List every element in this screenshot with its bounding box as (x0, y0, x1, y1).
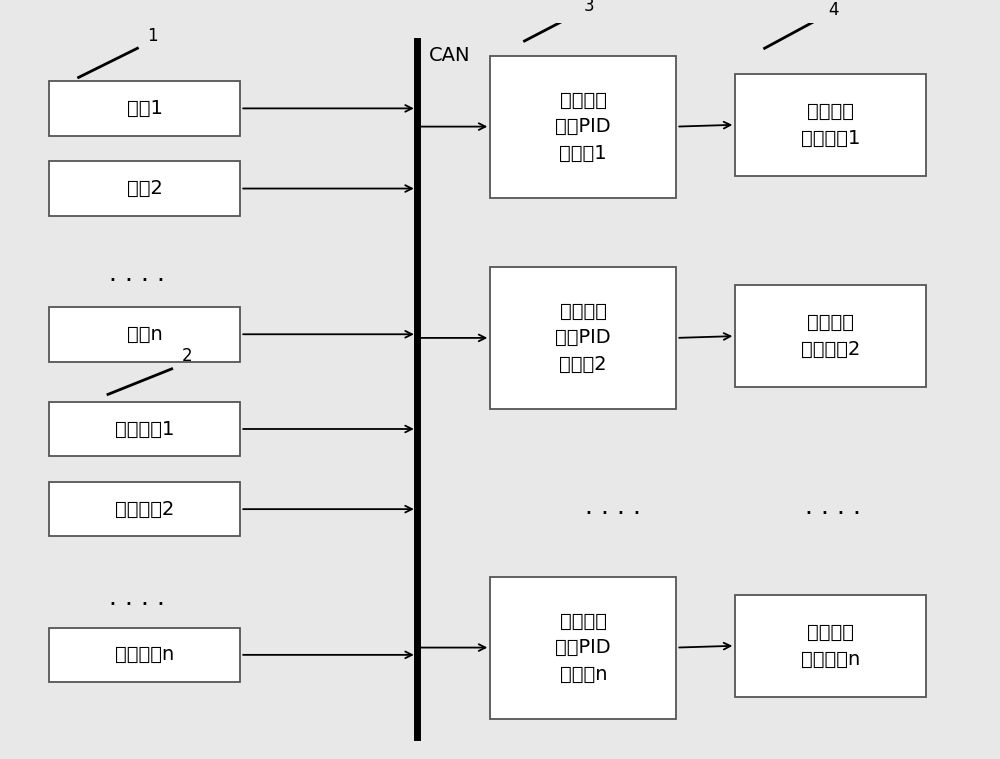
Text: 1: 1 (147, 27, 158, 45)
Text: 温度n: 温度n (127, 325, 163, 344)
Text: 反射功獴1: 反射功獴1 (115, 420, 174, 439)
Bar (49, 307, 240, 361)
Text: 温剠2: 温剠2 (127, 179, 163, 198)
Bar (490, 55, 676, 197)
Bar (735, 595, 926, 697)
Bar (735, 74, 926, 176)
Text: . . . .: . . . . (805, 496, 861, 519)
Text: 3: 3 (583, 0, 594, 15)
Text: 基于神经
网络PID
控制剸2: 基于神经 网络PID 控制剸2 (555, 302, 611, 374)
Bar (49, 628, 240, 682)
Bar (490, 577, 676, 719)
Text: 微波输出
执行单元1: 微波输出 执行单元1 (801, 102, 860, 147)
Text: 反射功獴2: 反射功獴2 (115, 499, 174, 518)
Bar (735, 285, 926, 387)
Text: . . . .: . . . . (109, 587, 165, 610)
Text: 微波输出
执行单元2: 微波输出 执行单元2 (801, 313, 860, 359)
Text: CAN: CAN (428, 46, 470, 65)
Text: 反射功率n: 反射功率n (115, 645, 174, 664)
Bar (49, 402, 240, 456)
Text: 基于神经
网络PID
控制剸1: 基于神经 网络PID 控制剸1 (555, 90, 611, 162)
Text: 微波输出
执行单元n: 微波输出 执行单元n (801, 623, 860, 669)
Text: 温剠1: 温剠1 (127, 99, 163, 118)
Bar (49, 81, 240, 136)
Text: 基于神经
网络PID
控制剸n: 基于神经 网络PID 控制剸n (555, 612, 611, 684)
Text: 2: 2 (182, 347, 192, 365)
Text: . . . .: . . . . (585, 496, 641, 519)
Bar (49, 161, 240, 216)
Bar (490, 267, 676, 409)
Text: 4: 4 (828, 1, 839, 19)
Text: . . . .: . . . . (109, 262, 165, 286)
Bar (49, 482, 240, 537)
